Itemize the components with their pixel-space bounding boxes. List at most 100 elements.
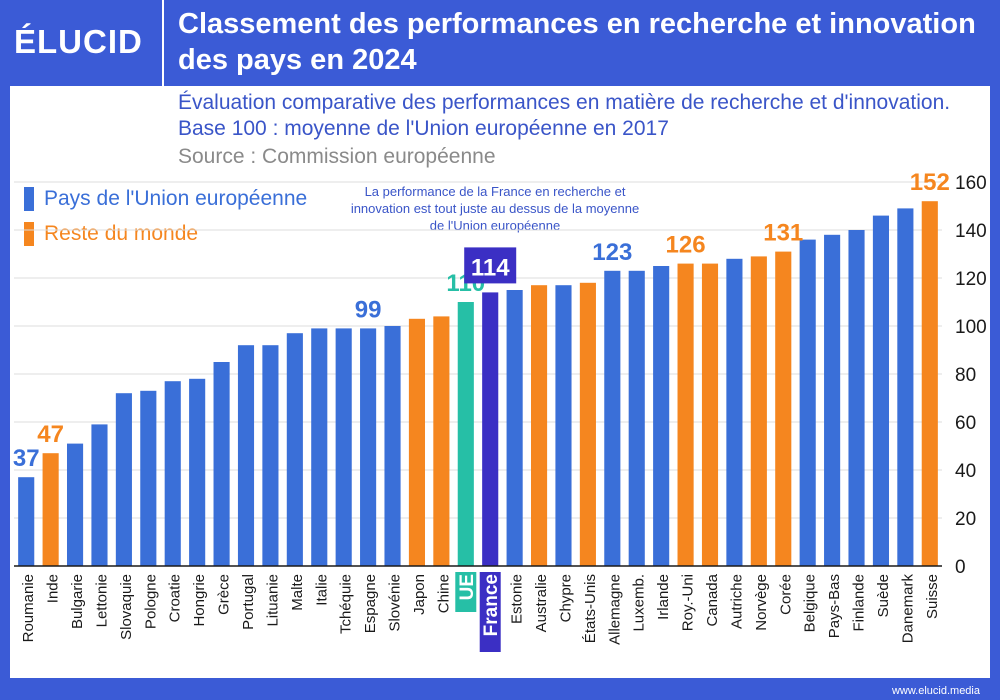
category-label-box <box>455 572 477 612</box>
legend-label-world: Reste du monde <box>44 222 199 245</box>
category-label: Pays-Bas <box>826 574 843 638</box>
bar-slov-nie <box>384 326 401 566</box>
bar-norv-ge <box>750 256 767 566</box>
category-label: Slovénie <box>387 574 404 632</box>
chart-panel: Évaluation comparative des performances … <box>10 86 990 678</box>
category-label: Norvège <box>753 574 770 631</box>
category-label: Belgique <box>802 574 819 632</box>
bar-roumanie <box>18 477 35 566</box>
category-label: Italie <box>313 574 330 606</box>
bar-ue <box>457 302 474 566</box>
chart-source: Source : Commission européenne <box>178 145 496 168</box>
category-label: Tchéquie <box>338 574 355 634</box>
bar-tch-quie <box>335 328 352 566</box>
category-label: Danemark <box>899 574 916 644</box>
bar-allemagne <box>604 270 621 566</box>
category-label: Roumanie <box>20 574 37 642</box>
chart-title: Classement des performances en recherche… <box>178 8 976 76</box>
category-label: Hongrie <box>191 574 208 627</box>
category-label: Pologne <box>142 574 159 629</box>
legend-swatch-world <box>24 222 34 247</box>
category-label: Lituanie <box>264 574 281 627</box>
france-annotation: La performance de la France en recherche… <box>350 184 640 233</box>
category-label: Irlande <box>655 574 672 620</box>
y-tick-label: 60 <box>955 413 976 434</box>
bar-france <box>482 292 499 566</box>
bar-chart: 0 20 40 60 80 100 120 140 160 Roumanie Inde Bulgari… <box>13 169 987 652</box>
category-label: Inde <box>45 574 62 603</box>
bar-inde <box>42 453 59 566</box>
bar-canada <box>701 263 719 566</box>
chart-subtitle: Évaluation comparative des performances … <box>178 91 951 140</box>
category-label: Luxemb. <box>631 574 648 632</box>
data-label: 131 <box>763 220 803 247</box>
category-label: Roy.-Uni <box>680 574 697 631</box>
bar-estonie <box>506 290 523 566</box>
bar-slovaquie <box>115 393 132 566</box>
category-label: Malte <box>289 574 306 611</box>
bar-danemark <box>897 208 914 566</box>
data-label: 99 <box>355 296 382 323</box>
y-tick-label: 140 <box>955 221 987 242</box>
bar-italie <box>311 328 328 566</box>
data-label: 37 <box>13 445 40 472</box>
category-label-box <box>479 572 501 652</box>
y-tick-label: 0 <box>955 557 966 578</box>
category-label: Grèce <box>216 574 233 615</box>
header-divider <box>162 0 164 86</box>
y-tick-label: 20 <box>955 509 976 530</box>
bar-australie <box>530 285 548 566</box>
category-label: Finlande <box>851 574 868 632</box>
bar-chypre <box>555 285 572 566</box>
category-label: Lettonie <box>93 574 110 627</box>
data-label: 152 <box>910 169 950 196</box>
category-label: UE <box>457 574 478 600</box>
category-label: France <box>481 574 502 636</box>
data-label: 47 <box>37 421 64 448</box>
bar-portugal <box>237 345 255 566</box>
bar-espagne <box>360 328 377 566</box>
legend-label-eu: Pays de l'Union européenne <box>44 187 308 210</box>
data-label: 123 <box>592 239 632 266</box>
category-label: Slovaquie <box>118 574 135 640</box>
category-label: Bulgarie <box>69 574 86 629</box>
bar-suisse <box>921 201 938 566</box>
bar-croatie <box>164 381 181 566</box>
bar-belgique <box>799 239 816 566</box>
france-value-box <box>464 247 517 284</box>
bar-su-de <box>872 215 890 566</box>
category-label: États-Unis <box>582 574 599 643</box>
bar-bulgarie <box>66 443 84 566</box>
category-label: Chypre <box>557 574 574 622</box>
footer-url: www.elucid.media <box>891 685 980 697</box>
bar-autriche <box>726 258 743 566</box>
category-label: Canada <box>704 573 721 626</box>
y-tick-label: 120 <box>955 269 987 290</box>
category-label: Suède <box>875 574 892 617</box>
category-label: Allemagne <box>606 574 623 645</box>
bar-irlande <box>653 266 670 566</box>
y-tick-label: 160 <box>955 173 987 194</box>
bar-pologne <box>140 390 157 566</box>
legend-item-eu: Pays de l'Union européenne <box>24 186 307 212</box>
category-label: Chine <box>435 574 452 613</box>
category-label: Estonie <box>509 574 526 624</box>
bar-japon <box>408 318 426 566</box>
bar-pays-bas <box>824 234 841 567</box>
bar-roy-uni <box>677 263 694 566</box>
data-label: 126 <box>666 232 706 259</box>
bar-cor-e <box>775 251 792 566</box>
bar-chine <box>433 316 450 566</box>
bar-gr-ce <box>213 362 230 566</box>
legend-swatch-eu <box>24 187 34 212</box>
category-label: Corée <box>777 574 794 615</box>
header: ÉLUCID Classement des performances en re… <box>0 0 1000 86</box>
bar-luxemb- <box>628 270 645 566</box>
category-label: Portugal <box>240 574 257 630</box>
y-tick-label: 40 <box>955 461 976 482</box>
y-tick-label: 100 <box>955 317 987 338</box>
data-label: 114 <box>471 254 510 281</box>
category-label: Autriche <box>728 574 745 629</box>
category-label: Suisse <box>924 574 941 619</box>
